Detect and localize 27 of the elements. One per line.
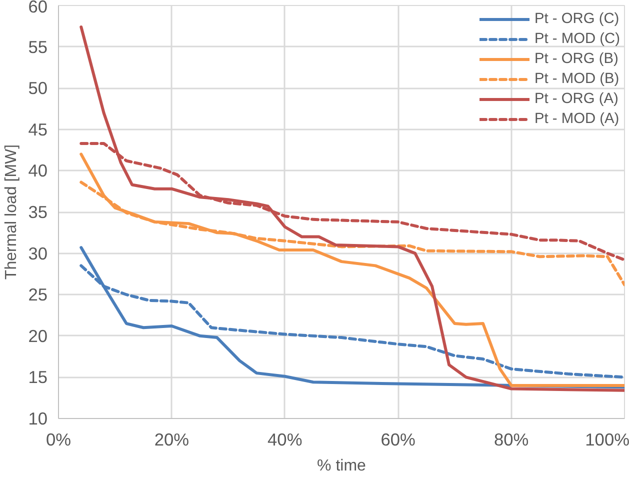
x-tick-label: 40% — [268, 430, 302, 450]
y-tick-label: 20 — [28, 326, 48, 346]
x-tick-label: 80% — [494, 430, 529, 450]
y-tick-label: 40 — [28, 160, 48, 181]
y-tick-label: 45 — [28, 119, 48, 140]
y-tick-label: 55 — [28, 36, 48, 57]
y-axis-title: Thermal load [MW] — [3, 144, 20, 280]
x-tick-label: 0% — [46, 430, 72, 450]
y-tick-label: 50 — [28, 78, 48, 98]
legend-label: Pt - ORG (C) — [534, 11, 620, 27]
x-tick-label: 20% — [154, 430, 190, 450]
legend-label: Pt - MOD (B) — [534, 71, 620, 87]
y-tick-label: 25 — [28, 284, 48, 305]
x-tick-label: 60% — [380, 430, 416, 450]
y-tick-label: 35 — [28, 202, 48, 222]
line-series — [80, 152, 624, 387]
y-tick-label: 30 — [28, 243, 48, 264]
x-axis-title: % time — [317, 458, 366, 474]
legend-label: Pt - MOD (C) — [534, 31, 620, 47]
legend-label: Pt - MOD (A) — [534, 111, 620, 127]
y-tick-label: 15 — [28, 367, 48, 388]
legend-label: Pt - ORG (B) — [534, 51, 618, 67]
y-tick-label: 60 — [28, 0, 48, 16]
x-tick-label: 100% — [585, 430, 629, 450]
legend-label: Pt - ORG (A) — [534, 91, 618, 107]
y-tick-label: 10 — [28, 408, 48, 428]
line-series — [80, 25, 624, 392]
